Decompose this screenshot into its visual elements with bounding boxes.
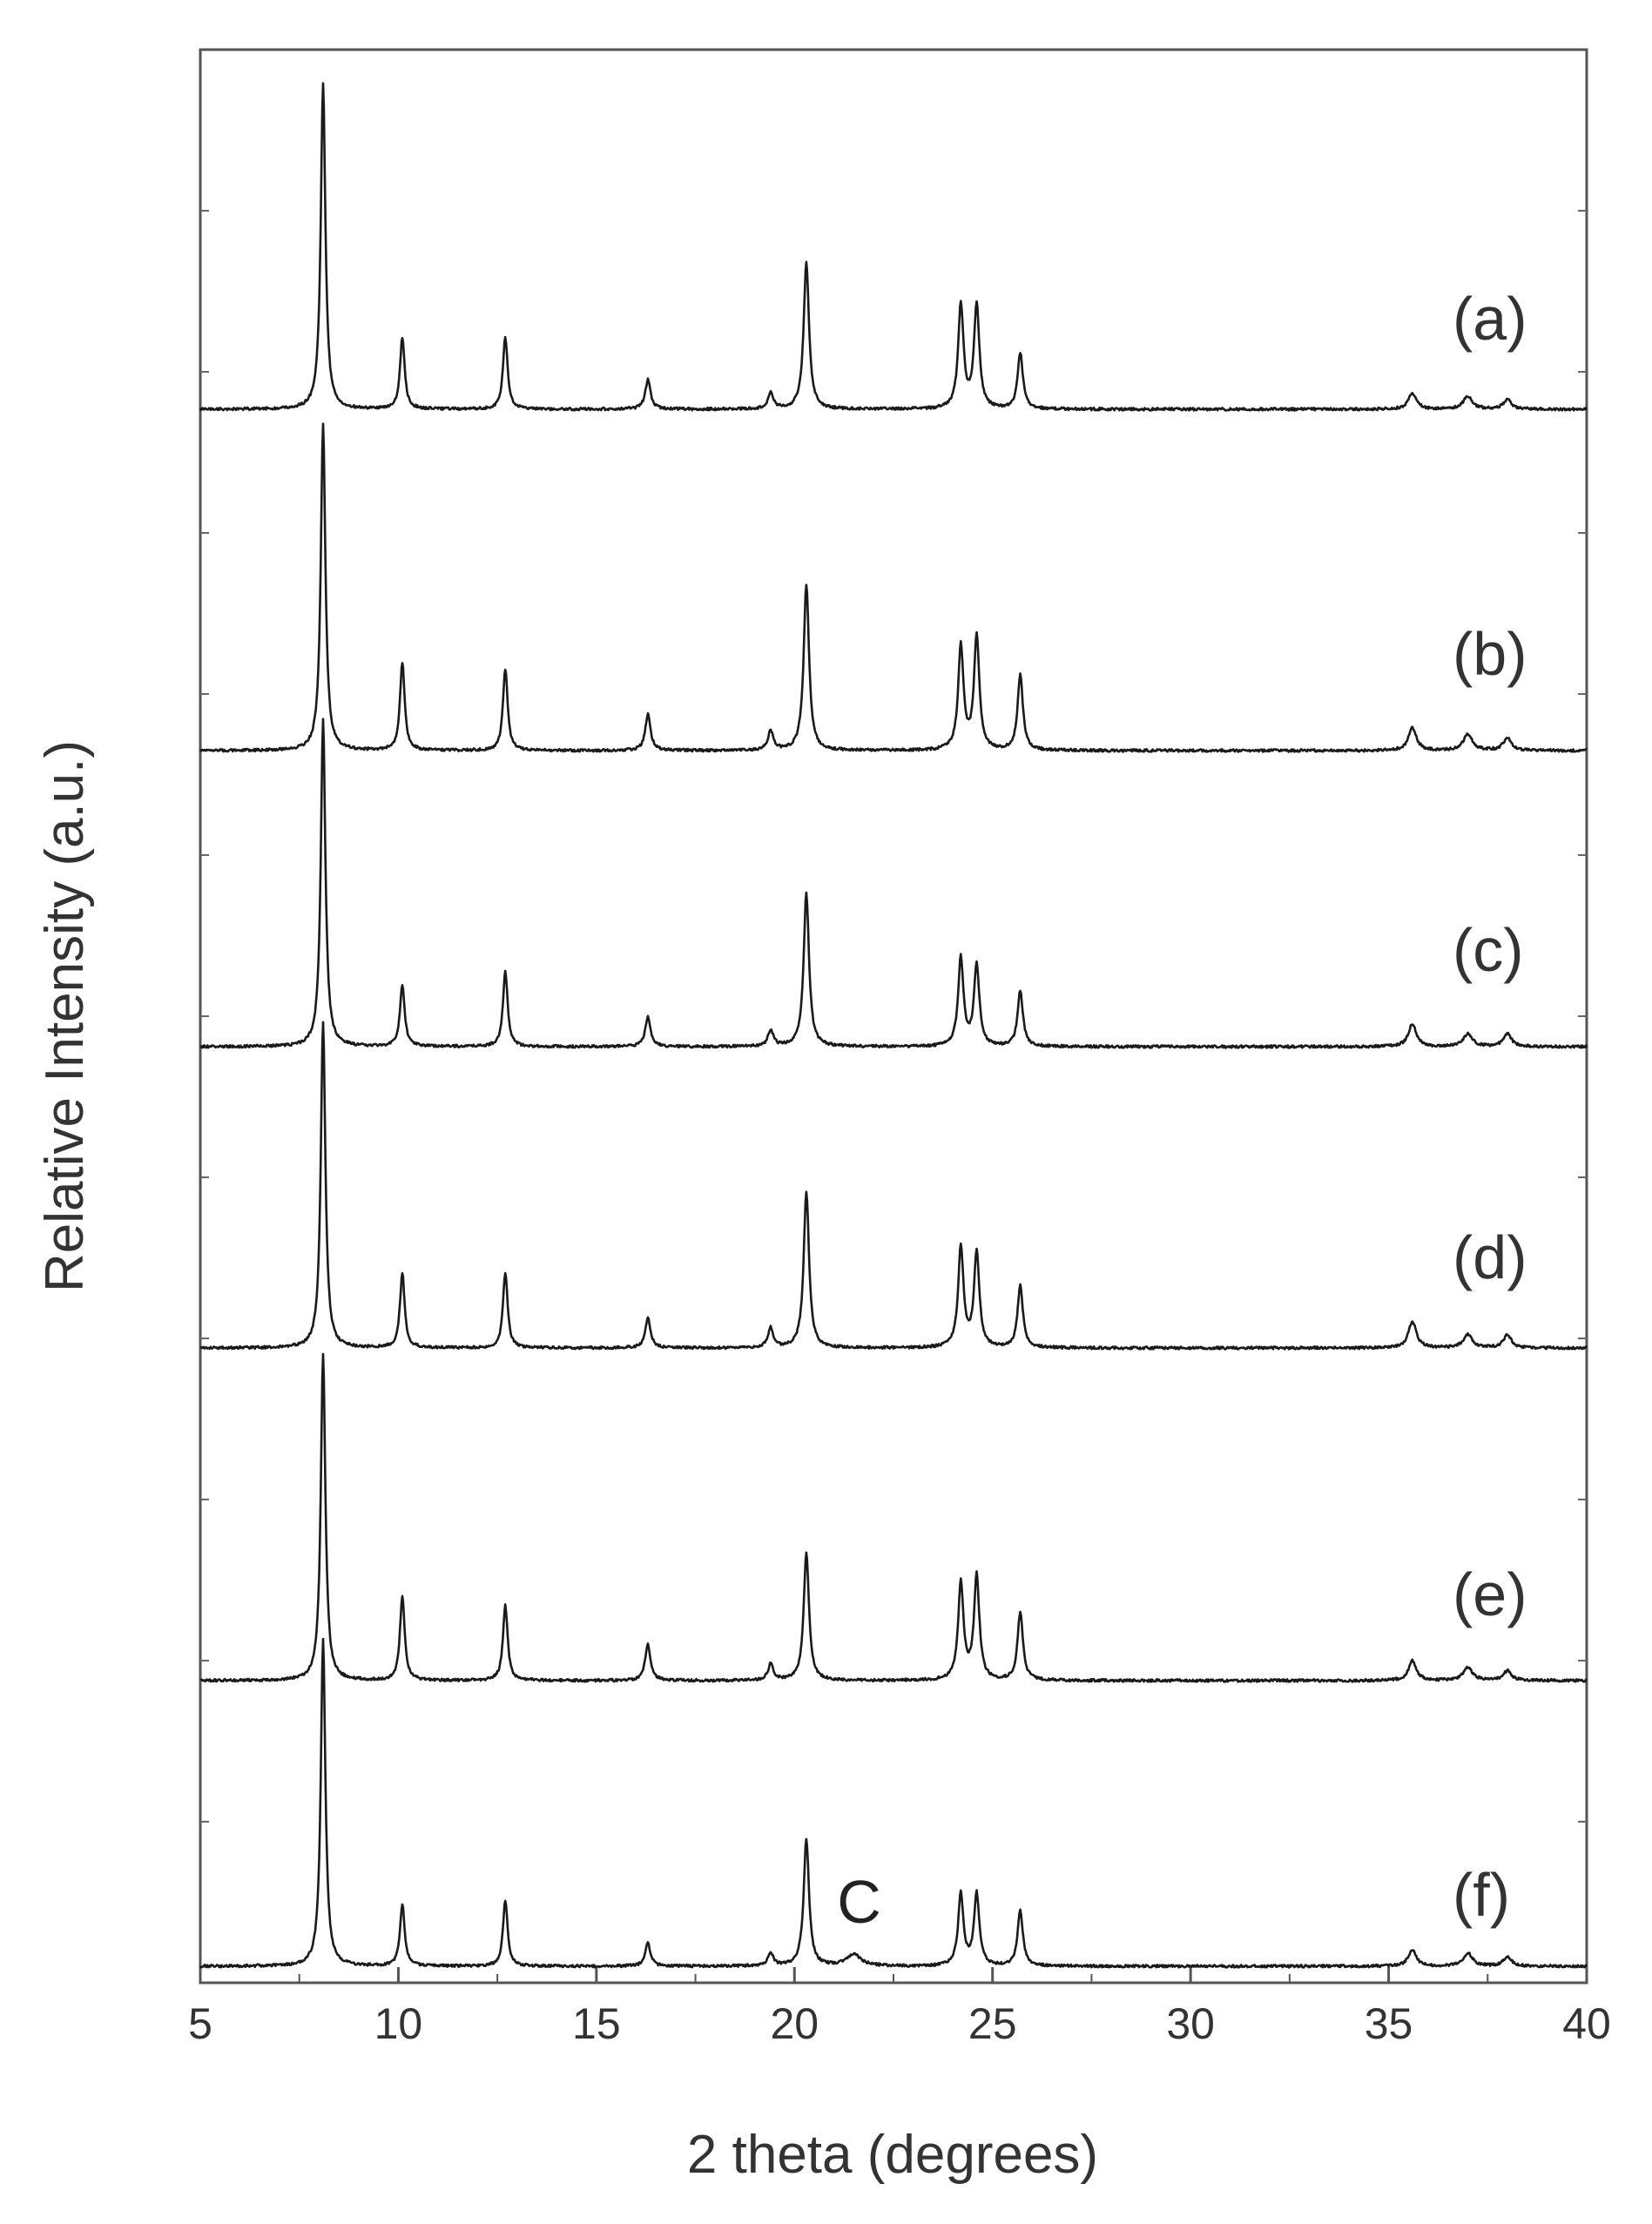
series-label: (d) <box>1453 1223 1527 1291</box>
annotation-label: C <box>837 1868 881 1936</box>
x-tick-label: 20 <box>770 1999 819 2048</box>
x-tick-label: 5 <box>188 1999 212 2048</box>
x-tick-label: 25 <box>968 1999 1017 2048</box>
series-line <box>199 422 1588 753</box>
series-label: (c) <box>1453 916 1524 984</box>
series-line <box>199 1637 1588 1969</box>
series-group <box>199 82 1588 1969</box>
x-tick-label: 10 <box>374 1999 423 2048</box>
series-labels: (a) (b) (c) (d) (e) (f) <box>1453 285 1527 1929</box>
x-axis-title: 2 theta (degrees) <box>687 2125 1098 2185</box>
x-tick-label: 40 <box>1562 1999 1611 2048</box>
x-tick-label: 15 <box>572 1999 621 2048</box>
y-axis-ticks <box>200 210 1587 1823</box>
plot-frame <box>199 48 1588 1985</box>
annotation-group: C <box>837 1868 881 1936</box>
series-line <box>199 1021 1588 1351</box>
series-label: (e) <box>1453 1560 1527 1628</box>
x-tick-label: 30 <box>1166 1999 1215 2048</box>
series-label: (f) <box>1453 1861 1510 1929</box>
x-axis-ticks: 5 10 15 20 25 30 35 40 <box>188 1967 1611 2048</box>
series-label: (a) <box>1453 285 1527 353</box>
y-axis-title: Relative Intensity (a.u.) <box>35 740 95 1292</box>
series-line <box>199 82 1588 412</box>
series-label: (b) <box>1453 620 1527 688</box>
series-line <box>199 1352 1588 1683</box>
x-tick-label: 35 <box>1365 1999 1413 2048</box>
series-line <box>199 718 1588 1049</box>
